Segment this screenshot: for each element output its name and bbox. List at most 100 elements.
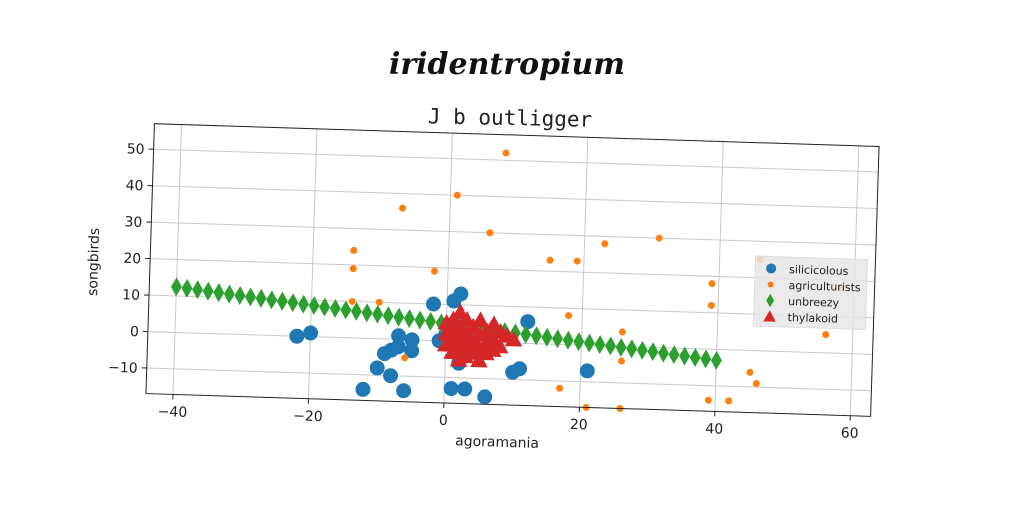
- unbreezy-point: [658, 343, 669, 363]
- unbreezy-point: [626, 339, 638, 359]
- x-tick-label: 40: [705, 421, 723, 438]
- agriculturists-point: [350, 246, 358, 254]
- unbreezy-point: [213, 283, 225, 303]
- chart-supertitle: iridentropium: [389, 47, 625, 82]
- silicicolous-point: [425, 296, 441, 312]
- unbreezy-point: [414, 310, 426, 330]
- silicicolous-point: [453, 286, 469, 302]
- agriculturists-point: [565, 312, 573, 320]
- unbreezy-point: [245, 287, 256, 307]
- unbreezy-point: [552, 329, 564, 349]
- agriculturists-point: [704, 396, 712, 404]
- unbreezy-point: [562, 330, 574, 350]
- unbreezy-point: [223, 284, 235, 304]
- silicicolous-point: [404, 343, 420, 359]
- unbreezy-point: [425, 311, 436, 331]
- silicicolous-point: [579, 363, 595, 379]
- agriculturists-point: [401, 354, 409, 362]
- agriculturists-point: [502, 149, 510, 157]
- unbreezy-point: [615, 337, 627, 357]
- y-tick-label: 30: [124, 214, 142, 231]
- y-grid-line: [150, 258, 875, 282]
- unbreezy-point: [372, 304, 384, 324]
- unbreezy-point: [350, 301, 362, 321]
- unbreezy-point: [255, 288, 267, 308]
- x-tick-label: −40: [157, 404, 187, 421]
- legend-marker-unbreezy: [766, 293, 775, 308]
- y-grid-line: [146, 367, 872, 392]
- unbreezy-point: [170, 277, 182, 297]
- x-tick-label: −20: [293, 408, 323, 425]
- unbreezy-point: [287, 293, 299, 313]
- y-grid-line: [153, 148, 879, 173]
- chart-title: J b outligger: [428, 104, 593, 131]
- unbreezy-point: [276, 291, 288, 311]
- unbreezy-point: [541, 327, 553, 347]
- thylakoid-point: [504, 330, 523, 347]
- silicicolous-point: [390, 339, 406, 355]
- unbreezy-point: [329, 299, 341, 318]
- y-tick-label: 0: [130, 324, 139, 340]
- agriculturists-point: [707, 301, 715, 309]
- thylakoid-point: [471, 311, 489, 328]
- agriculturists-point: [601, 240, 609, 248]
- unbreezy-point: [298, 294, 309, 314]
- agriculturists-point: [617, 357, 625, 365]
- unbreezy-point: [308, 296, 320, 316]
- silicicolous-point: [520, 314, 536, 330]
- silicicolous-point: [396, 383, 412, 399]
- unbreezy-point: [234, 286, 246, 305]
- agriculturists-point: [399, 204, 407, 212]
- thylakoid-point: [490, 337, 509, 354]
- agriculturists-point: [618, 328, 626, 336]
- agriculturists-point: [746, 368, 754, 376]
- silicicolous-point: [477, 389, 493, 405]
- legend-label: thylakoid: [787, 311, 838, 326]
- legend-marker-thylakoid: [763, 310, 776, 322]
- agriculturists-point: [752, 380, 760, 388]
- x-axis-label: agoramania: [455, 433, 539, 452]
- legend-box: [752, 255, 869, 331]
- unbreezy-point: [520, 324, 532, 344]
- unbreezy-point: [382, 306, 394, 326]
- agriculturists-point: [822, 331, 830, 339]
- unbreezy-point: [181, 278, 193, 298]
- agriculturists-point: [725, 397, 733, 405]
- unbreezy-point: [530, 326, 542, 346]
- unbreezy-point: [266, 290, 278, 310]
- agriculturists-point: [546, 256, 554, 264]
- agriculturists-point: [556, 384, 564, 392]
- y-tick-label: 20: [123, 251, 141, 268]
- unbreezy-point: [679, 346, 691, 366]
- legend-label: unbreezy: [788, 295, 840, 310]
- silicicolous-point: [391, 328, 407, 344]
- unbreezy-point: [361, 303, 373, 323]
- agriculturists-point: [375, 298, 383, 306]
- unbreezy-point: [573, 332, 585, 352]
- unbreezy-point: [340, 300, 352, 320]
- agriculturists-point: [349, 265, 357, 273]
- y-tick-label: 50: [127, 141, 145, 158]
- y-axis-label: songbirds: [85, 228, 103, 297]
- silicicolous-point: [289, 328, 305, 344]
- unbreezy-point: [689, 348, 701, 367]
- silicicolous-point: [383, 368, 399, 384]
- silicicolous-point: [443, 381, 459, 397]
- agriculturists-point: [486, 229, 494, 237]
- unbreezy-point: [710, 350, 722, 370]
- agriculturists-point: [708, 280, 716, 288]
- x-tick-label: 60: [841, 425, 859, 442]
- y-grid-line: [152, 185, 878, 209]
- silicicolous-point: [457, 381, 473, 397]
- x-tick-label: 20: [570, 417, 588, 434]
- y-tick-label: 10: [122, 287, 140, 304]
- unbreezy-point: [403, 309, 415, 329]
- silicicolous-point: [355, 381, 371, 397]
- silicicolous-point: [404, 332, 420, 348]
- legend-label: agriculturists: [788, 279, 861, 294]
- agriculturists-point: [453, 191, 461, 199]
- agriculturists-point: [348, 297, 356, 305]
- unbreezy-point: [393, 307, 405, 327]
